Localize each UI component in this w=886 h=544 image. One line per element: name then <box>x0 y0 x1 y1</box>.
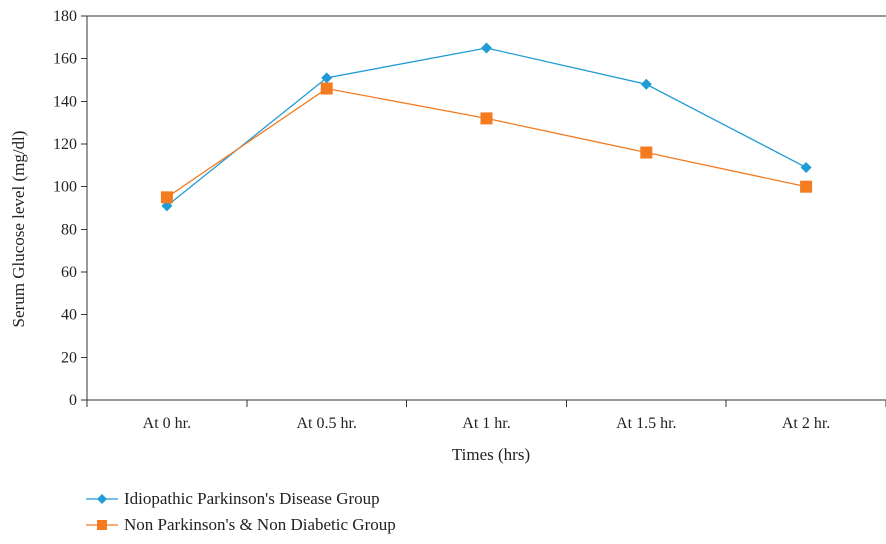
series-layer <box>160 42 813 212</box>
y-tick-label: 140 <box>53 93 77 110</box>
data-point <box>481 42 492 54</box>
data-point <box>800 180 813 193</box>
legend-label: Non Parkinson's & Non Diabetic Group <box>124 515 396 534</box>
y-tick-label: 80 <box>61 221 77 238</box>
data-point <box>480 112 493 125</box>
y-tick-label: 180 <box>53 8 77 25</box>
x-axis-title: Times (hrs) <box>452 445 530 464</box>
data-point <box>640 146 653 159</box>
series-2 <box>160 82 813 204</box>
x-tick-label: At 0.5 hr. <box>296 415 356 432</box>
legend: Idiopathic Parkinson's Disease Group Non … <box>86 486 396 538</box>
y-tick-label: 20 <box>61 349 77 366</box>
x-tick-label: At 2 hr. <box>782 415 830 432</box>
y-axis-title: Serum Glucose level (mg/dl) <box>9 131 28 328</box>
legend-label: Idiopathic Parkinson's Disease Group <box>124 489 380 508</box>
line-chart: 0 20 40 60 80 100 120 140 160 180 At 0 hr. At 0.5 … <box>9 8 886 464</box>
y-tick-label: 40 <box>61 307 77 324</box>
legend-swatch <box>86 494 118 504</box>
data-point <box>640 78 652 90</box>
axes <box>86 15 886 401</box>
data-point <box>321 72 333 84</box>
y-tick-label: 120 <box>53 136 77 153</box>
series-line <box>166 87 807 198</box>
y-tick-label: 160 <box>53 51 77 68</box>
y-tick-label: 60 <box>61 264 77 281</box>
legend-item: Non Parkinson's & Non Diabetic Group <box>86 512 396 538</box>
y-axis-ticks: 0 20 40 60 80 100 120 140 160 180 <box>53 8 87 409</box>
legend-swatch <box>86 520 118 530</box>
y-tick-label: 0 <box>69 392 77 409</box>
data-point <box>160 191 173 204</box>
series-line <box>166 47 807 207</box>
series-1 <box>161 42 812 212</box>
x-tick-label: At 1 hr. <box>462 415 510 432</box>
legend-item: Idiopathic Parkinson's Disease Group <box>86 486 396 512</box>
data-point <box>320 82 333 95</box>
y-tick-label: 100 <box>53 179 77 196</box>
x-axis-ticks: At 0 hr. At 0.5 hr. At 1 hr. At 1.5 hr. At 2… <box>86 400 886 432</box>
x-tick-label: At 0 hr. <box>143 415 191 432</box>
data-point <box>800 161 812 173</box>
x-tick-label: At 1.5 hr. <box>616 415 676 432</box>
